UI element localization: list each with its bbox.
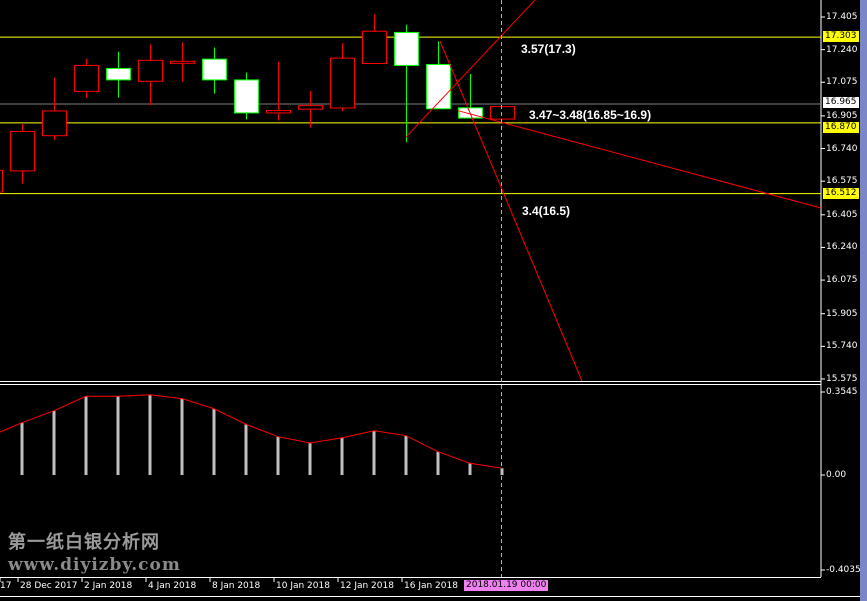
indicator-axis-label: -0.4035	[826, 565, 861, 575]
annotation-resistance: 3.57(17.3)	[521, 42, 576, 56]
annotation-support-zone: 3.47~3.48(16.85~16.9)	[529, 108, 652, 122]
cursor-date-label: 2018.01.19 00:00	[464, 580, 549, 591]
price-tick-label: 16.575	[826, 176, 858, 187]
candle-bull	[74, 64, 99, 92]
histogram-bar	[404, 435, 408, 475]
candle-bull	[42, 110, 67, 137]
histogram-bar	[84, 396, 88, 475]
candle-bull	[362, 30, 387, 64]
candle-bull	[10, 131, 35, 172]
price-tick-label: 17.405	[826, 12, 858, 22]
annotation-support: 3.4(16.5)	[522, 204, 571, 218]
histogram-bar	[372, 430, 376, 475]
date-label: 10 Jan 2018	[276, 581, 330, 591]
histogram-bar	[20, 422, 24, 475]
candle-bull	[170, 60, 195, 64]
candle-bear	[106, 67, 131, 81]
price-tick-label: 17.075	[826, 77, 858, 88]
date-label: 17	[0, 581, 12, 591]
price-tick-label: 15.575	[826, 373, 858, 384]
date-label: 8 Jan 2018	[212, 581, 261, 591]
price-tick-label: 16.075	[826, 275, 858, 286]
candle-bull	[490, 106, 515, 120]
candle-bear	[202, 58, 227, 81]
indicator-axis-label: 0.3545	[826, 387, 858, 397]
candle-bear	[426, 63, 451, 110]
trend-line	[405, 0, 536, 138]
trend-line	[457, 110, 822, 209]
candle-bull	[298, 105, 323, 110]
date-label: 28 Dec 2017	[20, 581, 78, 591]
price-tick-label: 16.405	[826, 209, 858, 220]
candle-bull	[0, 169, 3, 193]
date-label: 12 Jan 2018	[340, 581, 394, 591]
histogram-bar	[180, 398, 184, 475]
histogram-bar	[340, 437, 344, 475]
level-price-badge: 17.303	[823, 31, 859, 43]
histogram-bar	[244, 424, 248, 475]
histogram-bar	[212, 408, 216, 475]
histogram-bar	[52, 410, 56, 475]
histogram-bar	[500, 468, 504, 475]
price-tick-label: 16.740	[826, 143, 858, 154]
watermark-title: 第一纸白银分析网	[8, 532, 160, 553]
histogram-bar	[436, 451, 440, 475]
current-price-badge: 16.965	[823, 97, 859, 109]
trend-line	[439, 40, 583, 382]
indicator-axis-label: 0.00	[826, 470, 847, 480]
histogram-bar	[308, 442, 312, 475]
price-tick-label: 15.905	[826, 308, 858, 319]
candle-bear	[394, 31, 419, 66]
date-label: 2 Jan 2018	[84, 581, 133, 591]
histogram-bar	[116, 396, 120, 475]
price-tick-label: 17.240	[826, 44, 858, 55]
level-price-badge: 16.870	[823, 122, 859, 133]
level-price-badge: 16.512	[823, 187, 859, 199]
candle-bull	[330, 57, 355, 109]
date-label: 16 Jan 2018	[404, 581, 458, 591]
candle-bull	[266, 110, 291, 114]
histogram-bar	[148, 394, 152, 475]
price-tick-label: 16.905	[826, 110, 858, 121]
histogram-bar	[468, 463, 472, 475]
date-label: 4 Jan 2018	[148, 581, 197, 591]
candle-bear	[234, 79, 259, 114]
watermark-url: www.diyizby.com	[8, 555, 181, 575]
window-edge	[860, 0, 867, 601]
candle-bull	[138, 59, 163, 82]
price-tick-label: 15.740	[826, 341, 858, 352]
signal-line	[0, 394, 503, 469]
price-tick-label: 16.240	[826, 242, 858, 253]
histogram-bar	[276, 436, 280, 475]
